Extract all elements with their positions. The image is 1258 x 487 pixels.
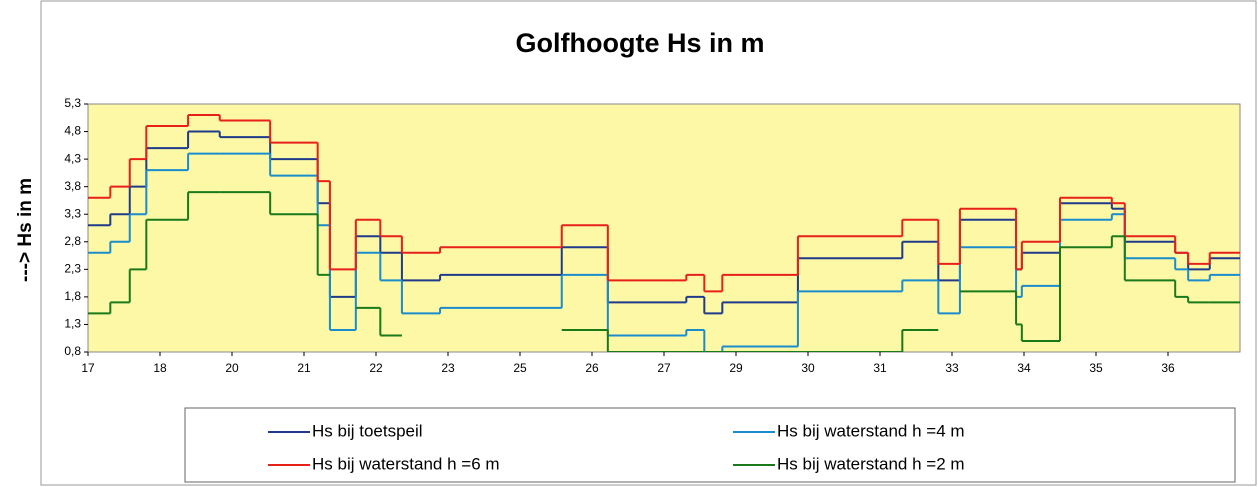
plot-area bbox=[87, 103, 1241, 353]
x-tick-label: 25 bbox=[513, 361, 527, 375]
y-tick-label: 2,3 bbox=[64, 262, 81, 276]
y-tick-label: 2,8 bbox=[64, 234, 81, 248]
y-tick-label: 3,3 bbox=[64, 206, 81, 220]
x-tick-label: 35 bbox=[1089, 361, 1103, 375]
y-tick-label: 4,3 bbox=[64, 151, 81, 165]
x-tick-label: 30 bbox=[801, 361, 815, 375]
x-tick-label: 21 bbox=[297, 361, 311, 375]
x-tick-label: 23 bbox=[441, 361, 455, 375]
y-tick-label: 4,8 bbox=[64, 124, 81, 138]
y-tick-label: 5,3 bbox=[64, 96, 81, 110]
y-tick-label: 3,8 bbox=[64, 179, 81, 193]
x-tick-label: 27 bbox=[657, 361, 671, 375]
legend-box bbox=[184, 407, 1236, 483]
legend-label: Hs bij waterstand h =6 m bbox=[312, 454, 500, 473]
x-tick-label: 36 bbox=[1161, 361, 1175, 375]
x-tick-label: 33 bbox=[945, 361, 959, 375]
y-axis-label: ---> Hs in m bbox=[15, 178, 36, 282]
x-tick-label: 29 bbox=[729, 361, 743, 375]
x-tick-label: 34 bbox=[1017, 361, 1031, 375]
chart-title: Golfhoogte Hs in m bbox=[516, 28, 765, 58]
y-tick-label: 1,8 bbox=[64, 289, 81, 303]
y-tick-label: 1,3 bbox=[64, 317, 81, 331]
x-tick-label: 22 bbox=[369, 361, 383, 375]
x-tick-label: 31 bbox=[873, 361, 887, 375]
legend-label: Hs bij waterstand h =2 m bbox=[777, 454, 965, 473]
legend-label: Hs bij waterstand h =4 m bbox=[777, 421, 965, 440]
legend-label: Hs bij toetspeil bbox=[312, 421, 423, 440]
x-tick-label: 18 bbox=[153, 361, 167, 375]
x-tick-label: 20 bbox=[225, 361, 239, 375]
x-tick-label: 17 bbox=[81, 361, 95, 375]
series-group bbox=[88, 114, 1240, 352]
y-tick-label: 0,8 bbox=[64, 344, 81, 358]
x-tick-label: 26 bbox=[585, 361, 599, 375]
